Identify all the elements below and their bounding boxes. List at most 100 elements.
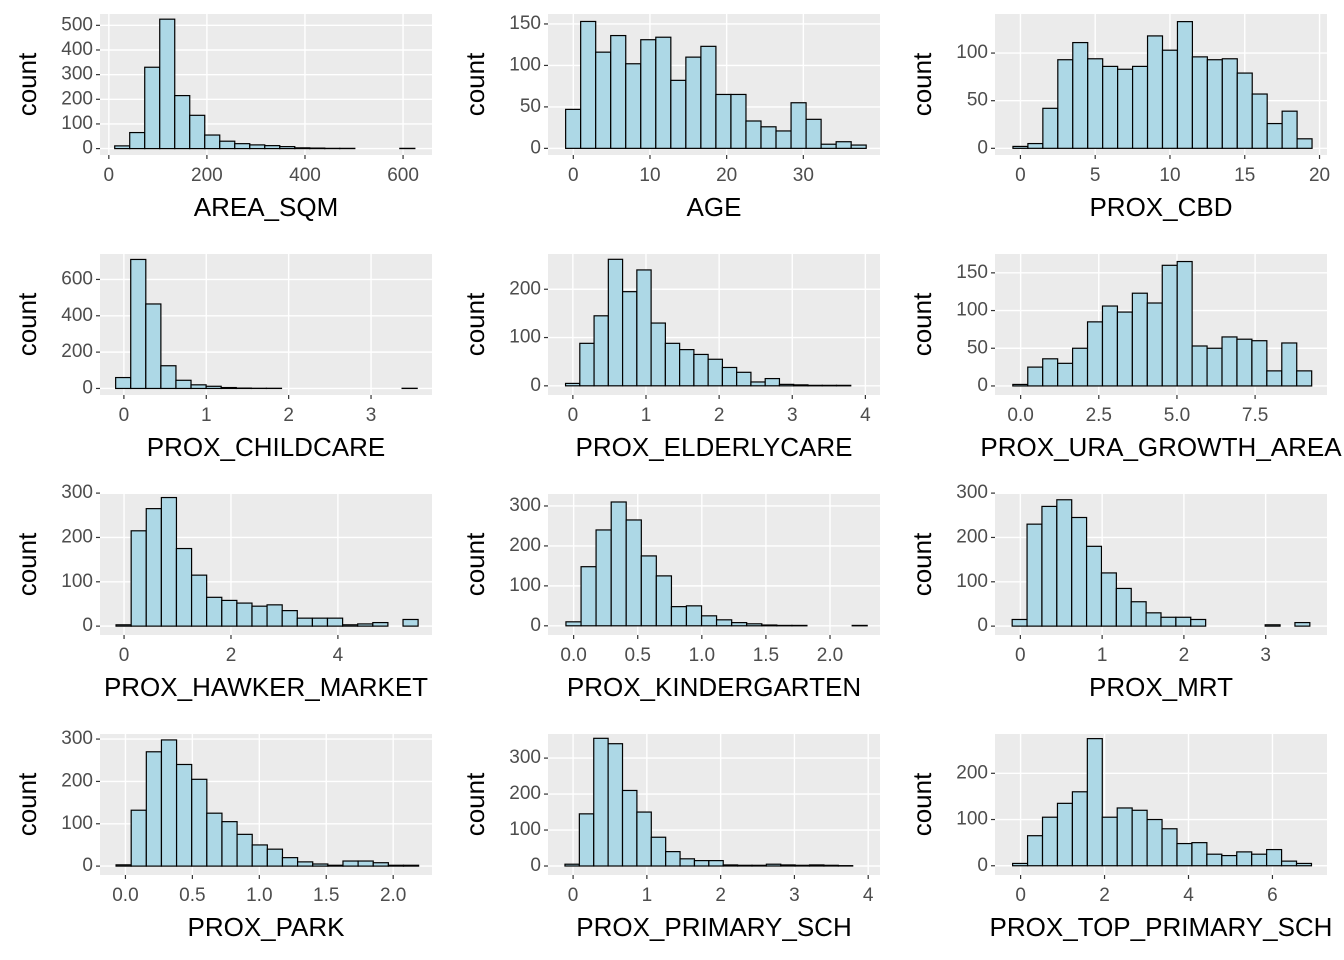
y-tick-label: 0: [530, 855, 541, 876]
bar: [219, 140, 236, 150]
y-tick-label: 100: [61, 571, 93, 592]
y-tick-label: 0: [82, 377, 93, 398]
bar: [760, 126, 777, 149]
y-tick-label: 50: [967, 337, 988, 358]
bar: [1281, 110, 1298, 149]
x-axis-label: PROX_PARK: [187, 912, 345, 942]
y-axis-label: count: [12, 292, 42, 356]
y-tick-label: 150: [509, 13, 541, 34]
bar: [655, 575, 673, 627]
y-axis-label: count: [12, 772, 42, 836]
bar: [402, 864, 420, 867]
y-tick-label: 300: [61, 482, 93, 503]
bar: [175, 763, 193, 867]
y-tick-label: 100: [509, 327, 541, 348]
bar: [342, 624, 359, 627]
bar: [564, 382, 581, 387]
bar: [745, 120, 762, 149]
bar: [1101, 305, 1119, 387]
bar: [1294, 621, 1311, 627]
x-tick-label: 1: [641, 405, 652, 426]
bar: [750, 381, 766, 387]
bar: [281, 857, 299, 867]
bar: [296, 617, 314, 627]
bar: [1236, 338, 1253, 387]
bar: [793, 384, 809, 387]
bar: [357, 623, 374, 627]
bar: [205, 385, 222, 390]
bar: [715, 619, 733, 627]
bar: [808, 864, 825, 867]
bar: [159, 18, 176, 150]
y-tick-label: 0: [530, 615, 541, 636]
bar: [1266, 370, 1283, 387]
bar: [790, 102, 807, 149]
bar: [234, 143, 251, 150]
bar: [664, 342, 681, 387]
x-tick-label: 1.5: [753, 645, 779, 666]
bar: [130, 258, 147, 390]
bar: [764, 377, 781, 387]
x-tick-label: 0.0: [1007, 405, 1033, 426]
bar: [1131, 809, 1148, 867]
x-tick-label: 0: [104, 165, 115, 186]
bar: [1176, 260, 1193, 387]
bar: [1161, 49, 1179, 149]
y-tick-label: 100: [509, 575, 541, 596]
y-axis-label: count: [460, 532, 490, 596]
bar: [1251, 853, 1268, 867]
bar: [1236, 851, 1253, 867]
bar: [1102, 65, 1119, 149]
bar: [693, 353, 709, 387]
bar: [715, 93, 732, 149]
x-axis-label: PROX_CBD: [1089, 192, 1232, 222]
bar: [1176, 842, 1193, 867]
bar: [850, 144, 867, 149]
bar: [115, 376, 132, 390]
bar: [1131, 292, 1148, 387]
bar: [189, 114, 206, 150]
bar: [160, 739, 178, 867]
bar: [775, 130, 792, 149]
y-tick-label: 200: [61, 341, 93, 362]
x-tick-label: 2.0: [380, 885, 406, 906]
x-tick-label: 10: [1159, 165, 1180, 186]
x-tick-label: 3: [366, 405, 377, 426]
bar: [145, 508, 162, 627]
y-axis-label: count: [460, 292, 490, 356]
bar: [1056, 499, 1073, 627]
bar: [115, 624, 132, 627]
bar: [1251, 93, 1268, 149]
bar: [700, 45, 717, 149]
bar: [402, 618, 419, 627]
bar: [236, 602, 253, 627]
panel: 0 200 400 600 0 1 2 3 PROX_CHILDCARE count: [12, 254, 432, 462]
bar: [595, 529, 612, 627]
x-tick-label: 20: [716, 165, 737, 186]
bar: [145, 751, 163, 867]
y-tick-label: 100: [509, 54, 541, 75]
bar: [130, 530, 147, 627]
bar: [1027, 366, 1044, 387]
bar: [220, 386, 237, 390]
y-tick-label: 0: [977, 137, 988, 158]
y-tick-label: 300: [61, 728, 93, 749]
y-tick-label: 100: [956, 571, 988, 592]
bar: [372, 862, 389, 867]
y-tick-label: 50: [967, 90, 988, 111]
bar: [1176, 21, 1194, 149]
bar: [266, 848, 284, 867]
y-tick-label: 200: [61, 770, 93, 791]
bar: [607, 258, 624, 387]
bar: [1281, 342, 1298, 387]
bar: [1145, 612, 1162, 627]
bar: [835, 141, 852, 149]
bar: [1042, 358, 1059, 387]
y-tick-label: 200: [509, 783, 541, 804]
y-axis-label: count: [907, 772, 937, 836]
bar: [736, 371, 752, 387]
bar: [1101, 816, 1118, 867]
bar: [1057, 59, 1074, 149]
bar: [281, 610, 298, 627]
x-axis-label: PROX_PRIMARY_SCH: [576, 912, 852, 942]
